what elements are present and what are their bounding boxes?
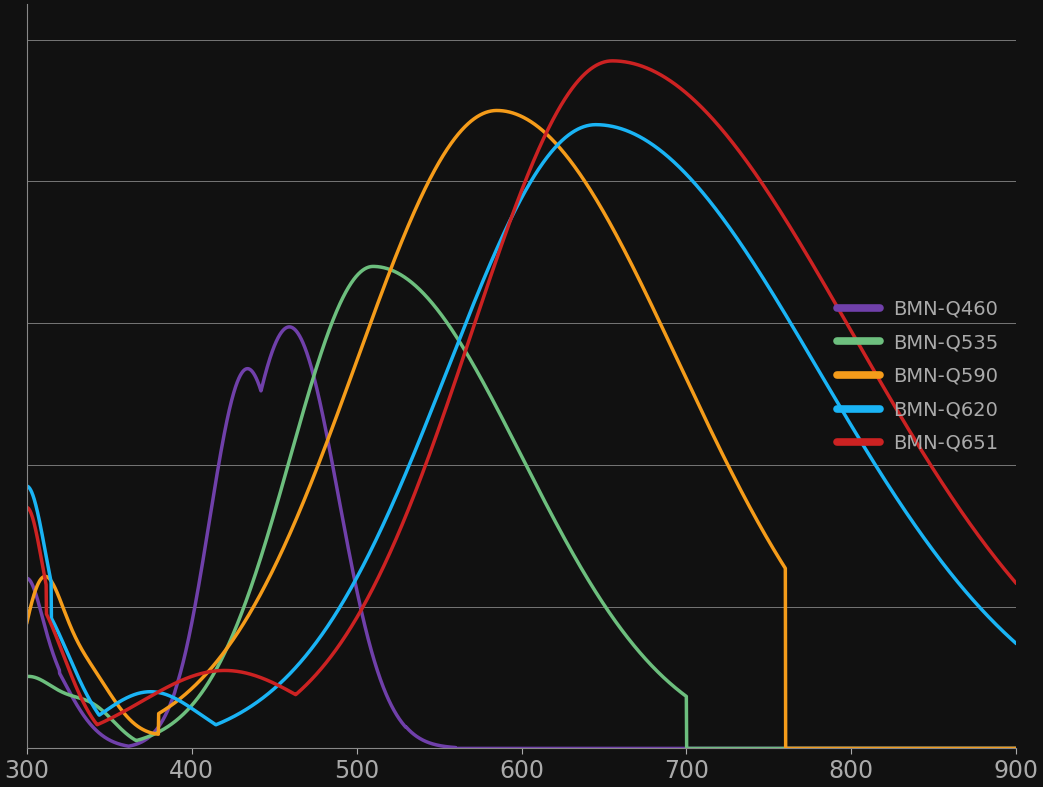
BMN-Q535 (443, 321, 456, 331)
BMN-Q651 (21, 503, 33, 512)
BMN-Q460 (21, 574, 33, 583)
BMN-Q620 (192, 708, 204, 718)
BMN-Q535 (21, 672, 33, 682)
BMN-Q651 (192, 670, 204, 679)
Line: BMN-Q620: BMN-Q620 (27, 124, 1016, 725)
BMN-Q590 (991, 744, 1003, 753)
BMN-Q620 (21, 482, 33, 491)
BMN-Q590 (884, 744, 897, 753)
BMN-Q590 (1010, 744, 1022, 753)
BMN-Q535 (884, 744, 897, 753)
BMN-Q620 (1010, 639, 1022, 648)
Line: BMN-Q651: BMN-Q651 (27, 61, 1016, 725)
BMN-Q651 (884, 395, 897, 405)
BMN-Q620 (134, 689, 146, 698)
BMN-Q651 (91, 720, 103, 730)
Line: BMN-Q460: BMN-Q460 (27, 327, 1016, 748)
Line: BMN-Q590: BMN-Q590 (27, 110, 1016, 748)
BMN-Q460 (443, 742, 456, 752)
BMN-Q620 (991, 621, 1003, 630)
BMN-Q651 (443, 394, 456, 403)
BMN-Q590 (779, 744, 792, 753)
BMN-Q651 (401, 509, 413, 519)
BMN-Q535 (367, 262, 380, 272)
BMN-Q590 (21, 619, 33, 628)
BMN-Q460 (450, 744, 462, 753)
BMN-Q620 (401, 467, 413, 476)
BMN-Q620 (210, 720, 222, 730)
BMN-Q620 (589, 120, 602, 129)
BMN-Q590 (490, 105, 503, 115)
BMN-Q460 (283, 322, 295, 331)
BMN-Q535 (991, 744, 1003, 753)
BMN-Q460 (884, 744, 897, 753)
BMN-Q620 (443, 360, 456, 369)
BMN-Q535 (401, 274, 413, 283)
BMN-Q460 (1010, 744, 1022, 753)
BMN-Q590 (443, 142, 456, 151)
Legend: BMN-Q460, BMN-Q535, BMN-Q590, BMN-Q620, BMN-Q651: BMN-Q460, BMN-Q535, BMN-Q590, BMN-Q620, … (829, 292, 1006, 460)
BMN-Q535 (680, 744, 693, 753)
BMN-Q460 (134, 738, 146, 748)
BMN-Q460 (991, 744, 1003, 753)
BMN-Q620 (884, 485, 897, 494)
BMN-Q460 (192, 583, 204, 593)
BMN-Q590 (192, 678, 204, 687)
BMN-Q535 (134, 735, 146, 745)
BMN-Q460 (401, 722, 413, 732)
Line: BMN-Q535: BMN-Q535 (27, 267, 1016, 748)
BMN-Q651 (991, 556, 1003, 565)
BMN-Q535 (192, 693, 204, 702)
BMN-Q651 (134, 698, 146, 708)
BMN-Q590 (134, 722, 146, 732)
BMN-Q535 (1010, 744, 1022, 753)
BMN-Q590 (399, 226, 412, 235)
BMN-Q651 (1010, 578, 1022, 588)
BMN-Q651 (606, 56, 618, 65)
